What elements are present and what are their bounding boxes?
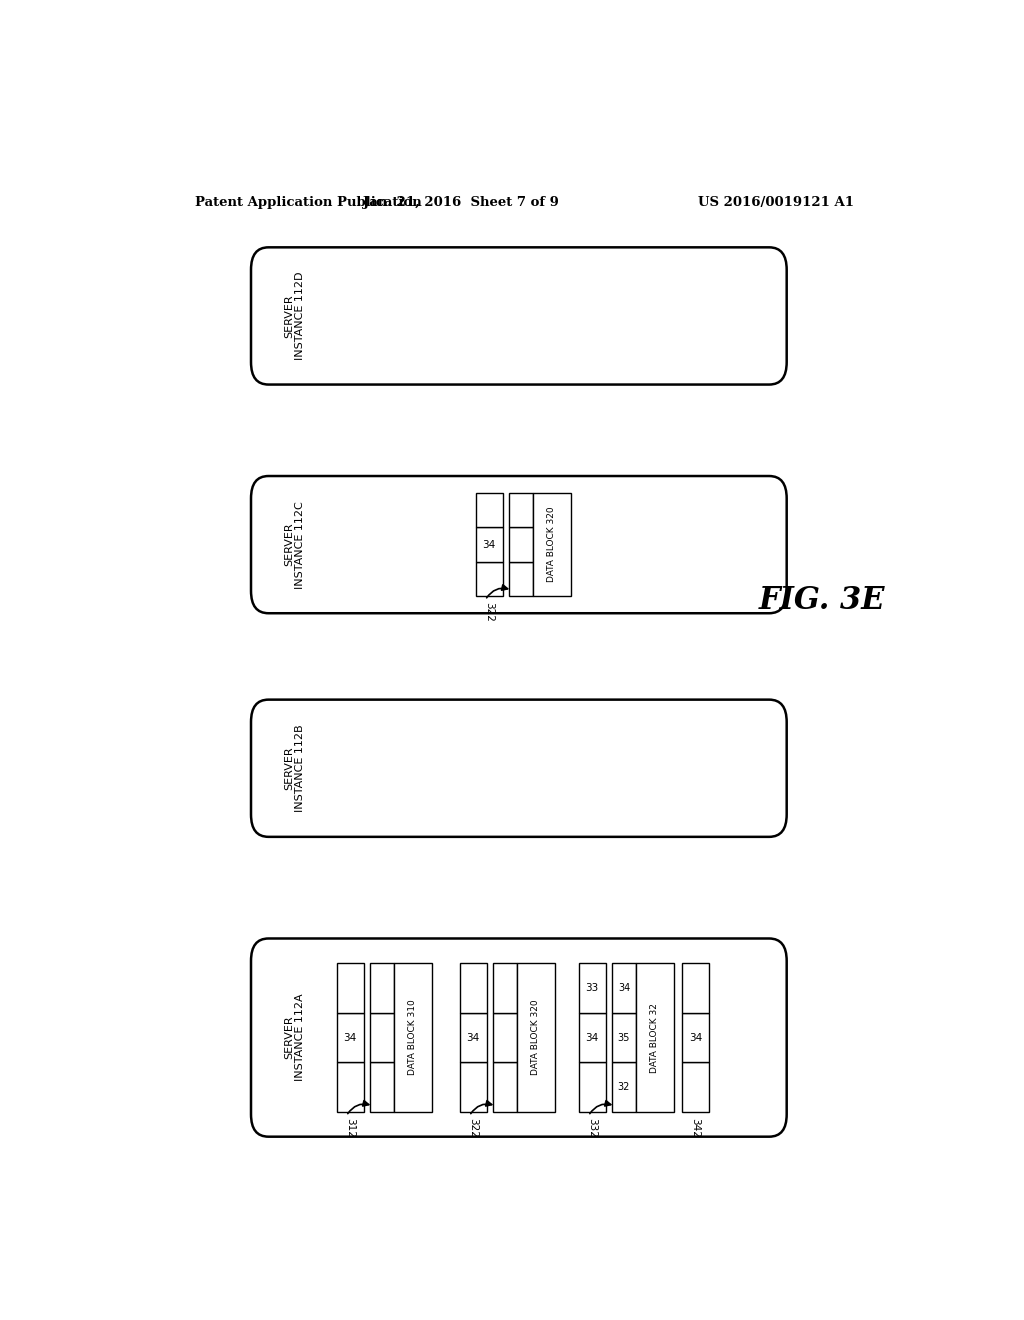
Bar xyxy=(394,964,432,1111)
Text: SERVER
INSTANCE 112C: SERVER INSTANCE 112C xyxy=(284,500,305,589)
Text: 35: 35 xyxy=(617,1032,630,1043)
Text: SERVER
INSTANCE 112D: SERVER INSTANCE 112D xyxy=(284,272,305,360)
Text: 34: 34 xyxy=(617,983,630,993)
Text: 34: 34 xyxy=(689,1032,702,1043)
Text: 312: 312 xyxy=(345,1118,355,1138)
Bar xyxy=(636,964,674,1111)
Text: SERVER
INSTANCE 112B: SERVER INSTANCE 112B xyxy=(284,725,305,812)
Text: 332: 332 xyxy=(587,1118,597,1138)
Bar xyxy=(337,1012,364,1063)
Text: 32: 32 xyxy=(617,1082,630,1092)
Text: DATA BLOCK 310: DATA BLOCK 310 xyxy=(409,999,418,1076)
FancyBboxPatch shape xyxy=(251,939,786,1137)
Text: DATA BLOCK 32: DATA BLOCK 32 xyxy=(650,1003,659,1073)
Text: FIG. 3E: FIG. 3E xyxy=(759,585,886,616)
Text: SERVER
INSTANCE 112A: SERVER INSTANCE 112A xyxy=(284,994,305,1081)
Text: 34: 34 xyxy=(586,1032,599,1043)
Bar xyxy=(337,964,364,1012)
Text: 34: 34 xyxy=(344,1032,356,1043)
Bar xyxy=(494,1012,517,1063)
Text: 322: 322 xyxy=(468,1118,478,1138)
Bar xyxy=(509,562,532,597)
Text: Patent Application Publication: Patent Application Publication xyxy=(196,195,422,209)
Bar xyxy=(475,528,503,562)
Bar xyxy=(612,964,636,1012)
Bar xyxy=(682,1012,709,1063)
Text: 34: 34 xyxy=(482,540,496,549)
Bar xyxy=(370,1063,394,1111)
Bar xyxy=(370,964,394,1012)
Text: 34: 34 xyxy=(467,1032,480,1043)
Bar xyxy=(579,1012,606,1063)
Bar xyxy=(509,528,532,562)
Bar xyxy=(682,964,709,1012)
Text: Jan. 21, 2016  Sheet 7 of 9: Jan. 21, 2016 Sheet 7 of 9 xyxy=(364,195,559,209)
Bar xyxy=(612,1012,636,1063)
FancyBboxPatch shape xyxy=(251,700,786,837)
Bar xyxy=(494,1063,517,1111)
Bar xyxy=(579,1063,606,1111)
Bar xyxy=(682,1063,709,1111)
Text: 322: 322 xyxy=(484,602,495,622)
FancyBboxPatch shape xyxy=(251,247,786,384)
Text: 342: 342 xyxy=(690,1118,700,1138)
Bar xyxy=(475,494,503,528)
Bar xyxy=(494,964,517,1012)
FancyBboxPatch shape xyxy=(251,477,786,614)
Text: US 2016/0019121 A1: US 2016/0019121 A1 xyxy=(698,195,854,209)
Bar xyxy=(370,1012,394,1063)
Bar xyxy=(337,1063,364,1111)
Bar xyxy=(460,1063,486,1111)
Bar xyxy=(460,1012,486,1063)
Bar xyxy=(612,1063,636,1111)
Bar xyxy=(460,964,486,1012)
Bar xyxy=(517,964,555,1111)
Bar xyxy=(532,494,570,597)
Bar xyxy=(509,494,532,528)
Bar xyxy=(475,562,503,597)
Text: 33: 33 xyxy=(586,983,599,993)
Bar xyxy=(579,964,606,1012)
Text: DATA BLOCK 320: DATA BLOCK 320 xyxy=(531,999,541,1076)
Text: DATA BLOCK 320: DATA BLOCK 320 xyxy=(547,507,556,582)
